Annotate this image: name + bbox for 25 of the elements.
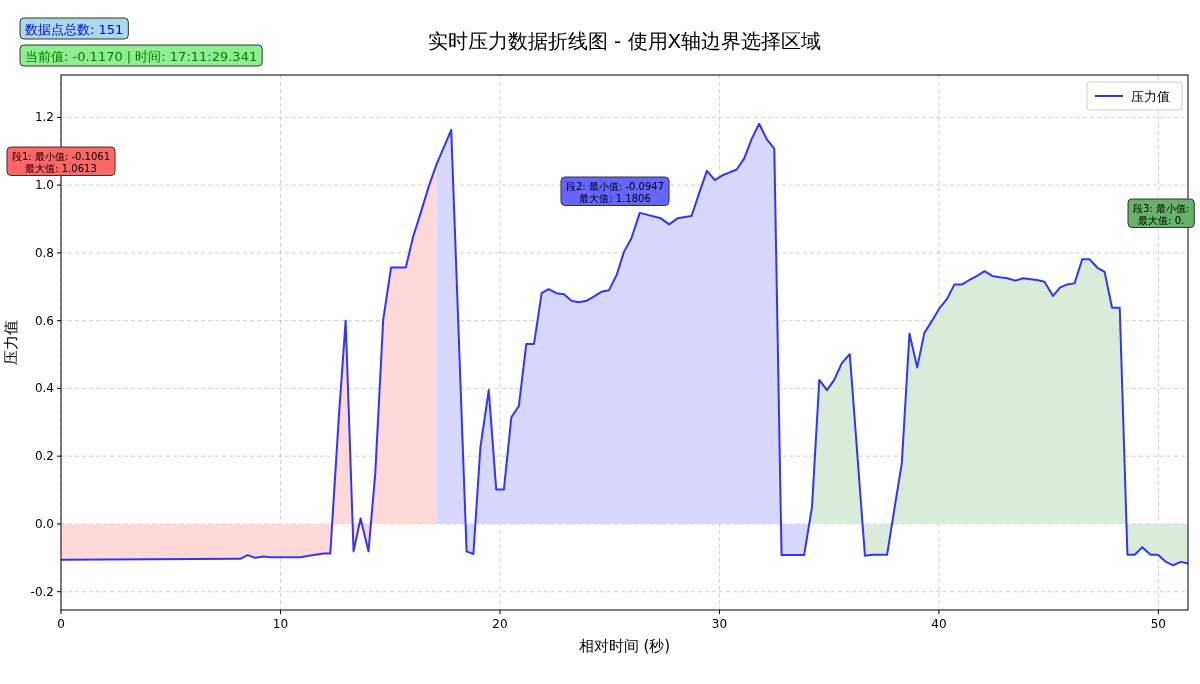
chart-title: 实时压力数据折线图 - 使用X轴边界选择区域 — [427, 29, 822, 53]
legend: 压力值 — [1086, 81, 1183, 111]
annotation: 数据点总数: 151 — [19, 17, 129, 40]
annotation: 当前值: -0.1170 | 时间: 17:11:29.341 — [19, 44, 263, 67]
y-tick-label: 0.4 — [34, 381, 54, 396]
y-axis-title: 压力值 — [2, 320, 20, 365]
y-tick-label: 0.2 — [34, 449, 54, 464]
annotation: 段3: 最小值: 最大值: 0. — [1127, 198, 1195, 228]
annotation: 段2: 最小值: -0.0947 最大值: 1.1806 — [560, 176, 670, 206]
x-tick-label: 30 — [711, 617, 728, 631]
y-tick-label: 0.0 — [34, 516, 54, 531]
annotation: 段1: 最小值: -0.1061 最大值: 1.0613 — [6, 146, 116, 176]
x-tick-label: 20 — [492, 617, 508, 631]
y-tick-label: 1.2 — [34, 110, 54, 125]
y-tick-label: 1.0 — [34, 178, 54, 193]
y-tick-label: 0.8 — [34, 245, 54, 260]
legend-label: 压力值 — [1131, 89, 1170, 104]
y-tick-label: -0.2 — [30, 584, 54, 599]
x-axis-title: 相对时间 (秒) — [578, 637, 671, 655]
y-tick-label: 0.6 — [34, 313, 54, 328]
annotation: 段3: 最小值: 最大值: 0. — [1133, 203, 1190, 226]
x-tick-label: 50 — [1150, 617, 1167, 631]
x-tick-label: 0 — [57, 617, 65, 631]
x-tick-label: 10 — [272, 617, 289, 631]
x-tick-label: 40 — [931, 617, 947, 631]
